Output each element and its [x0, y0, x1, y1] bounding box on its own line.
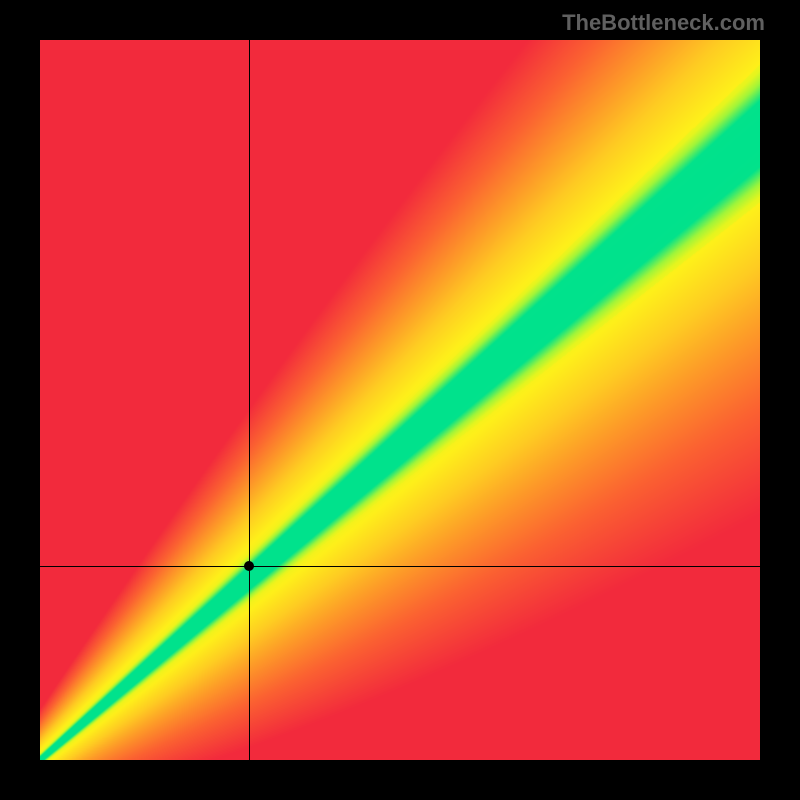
heatmap-canvas [40, 40, 760, 760]
heatmap-plot [40, 40, 760, 760]
watermark-text: TheBottleneck.com [562, 10, 765, 36]
crosshair-marker [244, 561, 254, 571]
crosshair-horizontal [40, 566, 760, 567]
crosshair-vertical [249, 40, 250, 760]
